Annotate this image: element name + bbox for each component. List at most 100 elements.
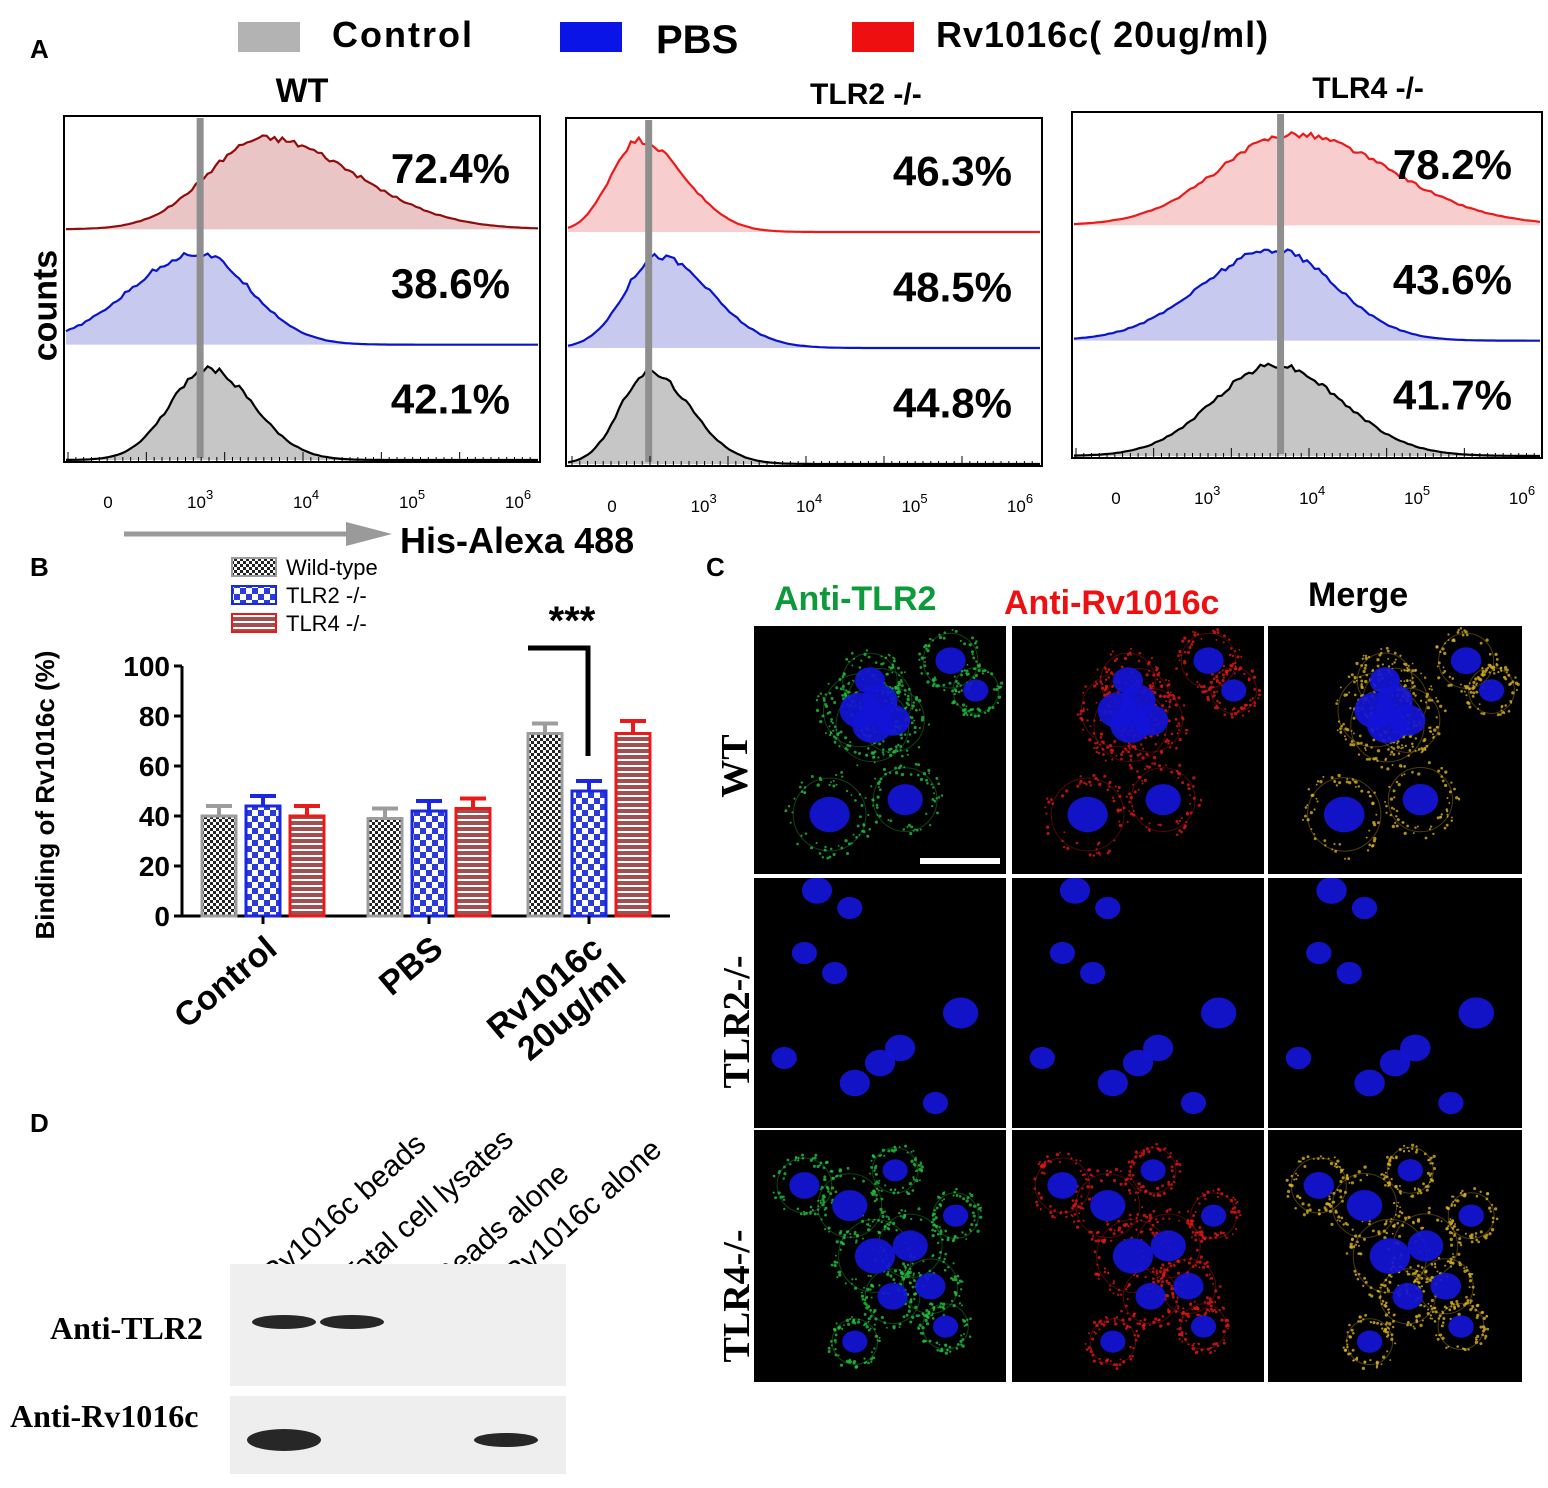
membrane-stain [830,696,834,700]
membrane-stain [1080,1195,1083,1198]
membrane-stain [1137,1191,1140,1194]
membrane-stain [1452,1255,1455,1259]
membrane-stain [821,1203,825,1207]
membrane-stain [1116,808,1120,812]
membrane-stain [1079,779,1083,784]
membrane-stain [816,1164,820,1169]
membrane-stain [919,1161,922,1164]
membrane-stain [1229,653,1232,657]
membrane-stain [1356,741,1360,745]
membrane-stain [1044,806,1047,809]
membrane-stain [834,1254,837,1257]
membrane-stain [833,725,837,729]
membrane-stain [1198,683,1201,686]
membrane-stain [1130,653,1132,656]
membrane-stain [1236,1200,1239,1204]
axis-tick-label: 103 [1194,483,1220,508]
nucleus [791,941,817,965]
membrane-stain [1075,1159,1078,1162]
membrane-stain [1184,1312,1187,1316]
membrane-stain [909,1281,913,1285]
membrane-stain [1205,1273,1209,1277]
membrane-stain [1393,796,1396,799]
membrane-stain [1159,823,1162,827]
membrane-stain [1110,1239,1113,1243]
membrane-stain [1209,1351,1213,1354]
membrane-stain [830,720,833,723]
membrane-stain [1176,1271,1181,1275]
membrane-stain [1109,1284,1111,1287]
membrane-stain [1420,1285,1424,1288]
membrane-stain [866,834,870,838]
membrane-stain [931,1303,934,1306]
membrane-stain [1132,1346,1135,1350]
membrane-stain [1145,826,1148,829]
membrane-stain [1347,1352,1351,1356]
membrane-stain [1397,752,1401,755]
membrane-stain [1485,1233,1489,1237]
nucleus [837,896,863,920]
nucleus [1369,1238,1411,1274]
membrane-stain [1115,1363,1119,1367]
membrane-stain [1216,699,1219,703]
membrane-stain [963,669,967,672]
membrane-stain [972,1214,976,1218]
membrane-stain [1481,1333,1484,1337]
legend-swatch-control [238,22,300,52]
membrane-stain [1392,1201,1396,1205]
membrane-stain [1170,732,1174,736]
membrane-stain [944,1229,948,1233]
membrane-stain [924,643,928,648]
membrane-stain [946,1349,949,1352]
membrane-stain [902,1272,905,1275]
membrane-stain [1317,1212,1321,1216]
membrane-stain [912,1176,915,1179]
membrane-stain [798,785,802,789]
membrane-stain [1138,775,1142,779]
membrane-outline [1386,1146,1434,1194]
membrane-stain [1400,774,1404,777]
membrane-stain [939,1302,943,1305]
x-tick-label: Rv1016c20ug/ml [480,929,633,1068]
membrane-stain [1503,675,1506,679]
membrane-stain [915,828,919,832]
membrane-stain [1192,1214,1196,1218]
membrane-stain [1115,1367,1119,1371]
membrane-stain [1494,652,1498,657]
membrane-stain [1414,694,1417,697]
membrane-stain [1185,1332,1188,1335]
membrane-stain [1127,1225,1130,1228]
membrane-stain [1161,704,1165,708]
membrane-stain [902,1315,906,1319]
membrane-stain [1511,691,1515,695]
membrane-stain [1224,1234,1227,1237]
membrane-stain [1508,683,1512,686]
membrane-stain [1222,1341,1226,1345]
membrane-stain [1214,1300,1217,1303]
membrane-stain [1104,759,1107,762]
membrane-stain [849,740,852,744]
membrane-stain [1427,1302,1430,1305]
membrane-stain [1175,746,1178,750]
membrane-stain [796,1207,800,1211]
membrane-stain [1428,726,1432,729]
membrane-stain [936,1241,940,1245]
membrane-stain [1328,1197,1332,1201]
membrane-stain [1138,1154,1142,1158]
membrane-stain [873,1218,876,1221]
membrane-stain [1375,1366,1379,1369]
membrane-stain [1396,1188,1399,1191]
membrane-stain [1449,1237,1453,1242]
membrane-stain [1481,1325,1486,1329]
membrane-stain [874,1173,878,1176]
membrane-stain [967,672,970,676]
membrane-stain [1135,1274,1139,1278]
membrane-outline [1075,1173,1141,1238]
membrane-stain [1156,673,1160,677]
membrane-stain [1120,665,1124,669]
membrane-stain [938,1202,942,1206]
membrane-stain [1035,1200,1038,1204]
membrane-stain [1347,857,1351,860]
membrane-stain [872,1192,876,1196]
membrane-stain [904,1209,907,1213]
